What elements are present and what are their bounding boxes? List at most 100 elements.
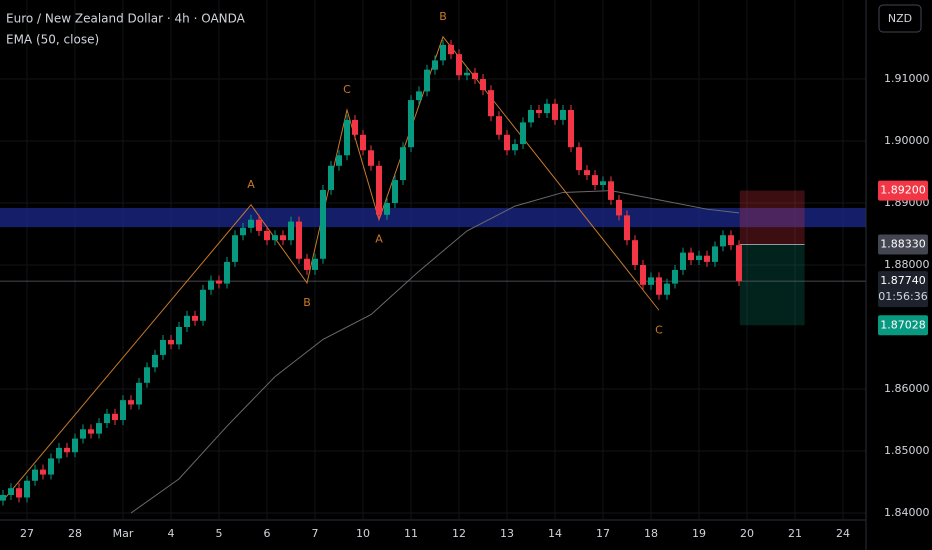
y-tick-label: 1.85000 [884,444,930,457]
candle-body [248,219,254,228]
candle-body [592,175,598,186]
candle-body [264,230,270,241]
x-tick-label: 20 [740,527,754,540]
candle-body [384,202,390,215]
candle-body [280,235,286,241]
candle-body [32,469,38,481]
candle-body [336,155,342,166]
y-tick-label: 1.86000 [884,382,930,395]
candle-body [168,340,174,345]
candle-body [424,69,430,92]
candle-body [120,400,126,420]
currency-button[interactable] [878,4,922,33]
candle-body [88,429,94,434]
pattern-label: B [439,10,447,23]
candle-body [616,199,622,216]
candle-body [568,109,574,148]
price-tag [878,271,928,308]
pattern-label: C [655,323,663,336]
candle-body [648,277,654,285]
indicator-label: EMA (50, close) [6,33,99,47]
candle-body [560,109,566,120]
pattern-label: C [343,83,351,96]
x-tick-label: 13 [500,527,514,540]
y-tick-label: 1.90000 [884,134,930,147]
x-tick-label: 6 [264,527,271,540]
candle-body [512,144,518,151]
currency-button-label[interactable]: NZD [888,12,912,25]
x-tick-label: Mar [113,527,134,540]
price-tag [878,315,928,336]
x-tick-label: 5 [216,527,223,540]
candle-body [80,429,86,439]
candle-body [400,147,406,181]
x-tick-label: 12 [452,527,466,540]
candle-body [216,280,222,284]
candle-body [728,235,734,246]
candle-body [608,181,614,200]
candle-body [536,109,542,114]
candle-body [240,227,246,236]
candle-body [232,235,238,262]
candle-body [488,90,494,117]
pattern-line [2,35,660,501]
price-tag [878,180,928,201]
x-tick-label: 21 [788,527,802,540]
candle-body [24,480,30,498]
candle-body [56,447,62,459]
candle-body [720,235,726,247]
candle-body [192,315,198,321]
candle-body [176,326,182,345]
candle-body [312,258,318,270]
candle-body [112,413,118,420]
candle-body [680,252,686,270]
candle-body [256,219,262,231]
candle-body [688,252,694,261]
candle-body [640,264,646,285]
target-zone [739,244,805,326]
x-tick-label: 14 [548,527,562,540]
y-tick-label: 1.84000 [884,506,930,519]
candle-body [448,44,454,55]
candle-body [464,72,470,76]
candle-body [696,255,702,261]
candle-body [544,103,550,114]
x-tick-label: 24 [836,527,850,540]
price-tag-label: 1.87740 [880,274,926,287]
price-tag-label: 1.87028 [880,318,926,331]
candle-body [128,400,134,405]
x-tick-label: 4 [168,527,175,540]
support-zone [0,207,866,228]
candle-body [272,235,278,241]
candle-body [432,60,438,70]
candle-body [64,447,70,453]
candle-body [328,165,334,190]
pattern-label: A [375,233,383,246]
price-tag-label: 1.88330 [880,238,926,251]
candle-body [40,469,46,475]
candle-body [208,280,214,290]
candle-body [624,215,630,241]
x-tick-label: 27 [20,527,34,540]
plot: A B C A B C [0,10,866,514]
candle-body [584,170,590,176]
candle-body [440,44,446,61]
candle-body [200,289,206,321]
candle-body [672,269,678,284]
candle-body [0,495,6,501]
candle-body [160,340,166,355]
x-tick-label: 17 [596,527,610,540]
candle-body [632,240,638,265]
candle-body [104,413,110,424]
candle-body [504,134,510,151]
candle-body [736,245,742,282]
candle-body [320,189,326,259]
axes: 1.910001.900001.890001.880001.860001.850… [20,72,930,540]
candle-body [472,72,478,79]
candle-body [480,78,486,91]
price-tag-label: 1.89200 [880,184,926,197]
candle-body [408,100,414,148]
